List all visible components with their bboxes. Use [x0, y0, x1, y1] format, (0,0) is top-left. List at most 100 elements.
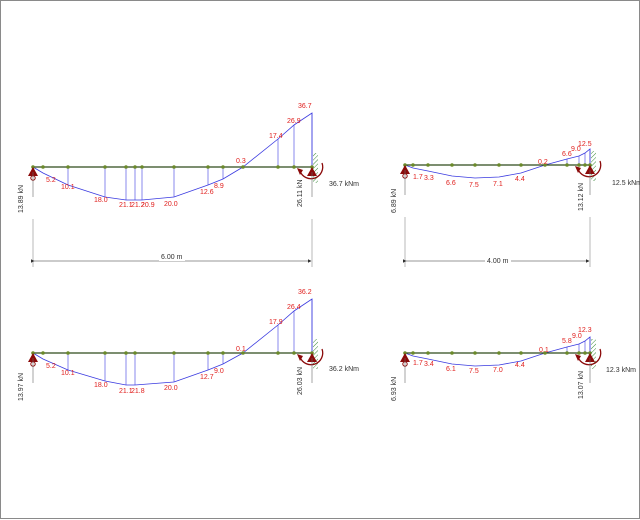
fixed-support-icon [307, 353, 317, 362]
moment-value-label: 0.1 [539, 347, 549, 354]
beam-node [426, 163, 430, 167]
fixed-support-icon [585, 353, 595, 362]
beam-node [172, 351, 176, 355]
moment-arrowhead-icon [297, 168, 303, 175]
beam-node [519, 351, 523, 355]
beam-node [172, 165, 176, 169]
reaction-left-label: 6.93 kN [391, 377, 398, 401]
moment-value-label: 20.0 [164, 201, 178, 208]
moment-value-label: 9.0 [571, 146, 581, 153]
beam-node [206, 351, 210, 355]
moment-value-label: 7.1 [493, 181, 503, 188]
moment-value-label: 4.4 [515, 176, 525, 183]
moment-value-label: 36.7 [298, 103, 312, 110]
moment-value-label: 21.1 [119, 388, 133, 395]
moment-value-label: 0.2 [538, 159, 548, 166]
reaction-right-label: 26.11 kN [297, 180, 304, 208]
moment-value-label: 18.0 [94, 382, 108, 389]
beam-node [565, 351, 569, 355]
moment-value-label: 21.2 [131, 202, 145, 209]
support-moment-label: 12.5 kNm [612, 180, 640, 187]
beam-node [583, 163, 587, 167]
moment-value-label: 36.2 [298, 289, 312, 296]
moment-value-label: 12.5 [578, 141, 592, 148]
beam-node [577, 163, 581, 167]
moment-value-label: 5.8 [562, 338, 572, 345]
fixed-wall-hatch-icon [591, 339, 596, 369]
beam-node [241, 165, 245, 169]
beam-node [426, 351, 430, 355]
moment-value-label: 10.1 [61, 184, 75, 191]
moment-value-label: 21.8 [131, 388, 145, 395]
beam-node [140, 165, 144, 169]
moment-arrowhead-icon [297, 354, 303, 361]
beam-node [66, 351, 70, 355]
beam-node [292, 165, 296, 169]
moment-value-label: 9.0 [214, 368, 224, 375]
moment-value-label: 3.3 [424, 175, 434, 182]
beam-node [221, 165, 225, 169]
pin-support-icon [28, 353, 38, 362]
beam-node [450, 351, 454, 355]
dimension-label-background [159, 252, 185, 261]
moment-arrow-icon [299, 162, 324, 180]
moment-value-label: 26.9 [287, 118, 301, 125]
moment-value-label: 3.4 [424, 361, 434, 368]
beam-node [41, 165, 45, 169]
beam-node [292, 351, 296, 355]
support-moment-label: 36.2 kNm [329, 366, 359, 373]
moment-value-label: 7.0 [493, 367, 503, 374]
beam-node [497, 163, 501, 167]
beam-node [473, 351, 477, 355]
moment-value-label: 1.7 [413, 360, 423, 367]
moment-value-label: 12.3 [578, 327, 592, 334]
moment-value-label: 17.9 [269, 319, 283, 326]
moment-value-label: 21.1 [119, 202, 133, 209]
fixed-support-icon [307, 167, 317, 176]
moment-value-label: 18.0 [94, 197, 108, 204]
beam-node [241, 351, 245, 355]
beam-node [519, 163, 523, 167]
beam-node [543, 163, 547, 167]
span-length-label: 4.00 m [487, 258, 509, 265]
moment-arrow-icon [577, 160, 602, 178]
fixed-wall-hatch-icon [313, 339, 318, 369]
beam-node [66, 165, 70, 169]
moment-value-label: 12.6 [200, 189, 214, 196]
moment-value-label: 1.7 [413, 174, 423, 181]
beam-node [583, 351, 587, 355]
moment-arrowhead-icon [575, 166, 581, 173]
beam-node [497, 351, 501, 355]
beam-node [133, 351, 137, 355]
reaction-right-label: 13.07 kN [578, 371, 585, 399]
beam-node [450, 163, 454, 167]
moment-value-label: 10.1 [61, 370, 75, 377]
moment-curve [32, 298, 313, 386]
beam-node [103, 165, 107, 169]
moment-arrowhead-icon [575, 354, 581, 361]
beam-node [206, 165, 210, 169]
beam-node [411, 351, 415, 355]
beam-node [221, 351, 225, 355]
reaction-left-label: 13.89 kN [18, 185, 25, 213]
moment-curve [32, 112, 313, 201]
beam-node [41, 351, 45, 355]
dimension-label-background [485, 256, 511, 265]
beam-node [473, 163, 477, 167]
beam-node [124, 165, 128, 169]
moment-value-label: 12.7 [200, 374, 214, 381]
span-length-label: 6.00 m [161, 254, 183, 261]
beam-node [565, 163, 569, 167]
moment-value-label: 4.4 [515, 362, 525, 369]
moment-value-label: 8.9 [214, 183, 224, 190]
reaction-right-label: 13.12 kN [578, 183, 585, 211]
beam-node [577, 351, 581, 355]
moment-value-label: 5.2 [46, 177, 56, 184]
moment-value-label: 0.1 [236, 346, 246, 353]
beam-node [411, 163, 415, 167]
moment-value-label: 7.5 [469, 182, 479, 189]
moment-arrow-icon [577, 348, 602, 366]
moment-value-label: 6.6 [446, 180, 456, 187]
